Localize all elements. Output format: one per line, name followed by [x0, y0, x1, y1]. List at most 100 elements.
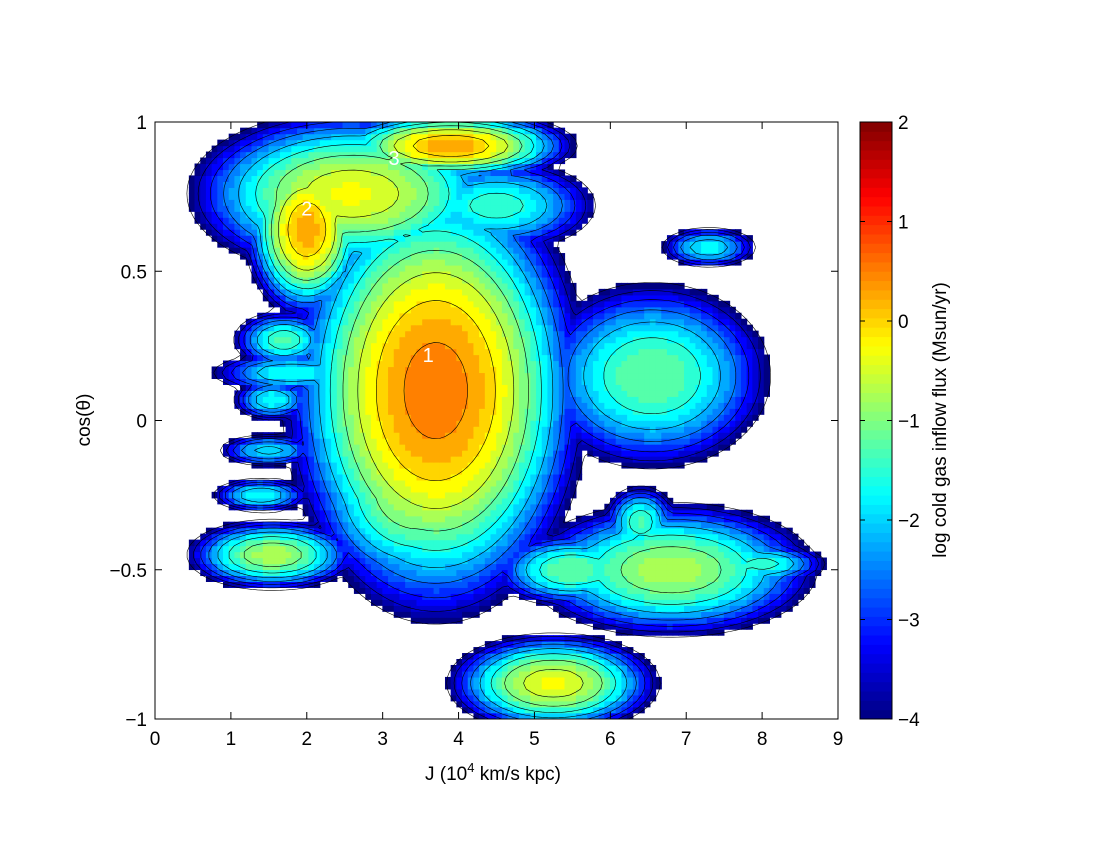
contour-cell — [649, 664, 657, 672]
contour-cell — [433, 461, 440, 469]
contour-cell — [228, 581, 235, 588]
contour-cell — [524, 575, 531, 582]
contour-cell — [621, 700, 628, 708]
contour-cell — [348, 372, 355, 380]
contour-cell — [814, 551, 822, 559]
contour-cell — [758, 342, 765, 350]
contour-cell — [422, 348, 429, 356]
contour-cell — [632, 354, 640, 362]
contour-cell — [427, 456, 435, 463]
contour-cell — [712, 438, 719, 445]
contour-cell — [666, 617, 674, 624]
contour-cell — [268, 503, 275, 511]
contour-cell — [444, 336, 452, 344]
contour-cell — [718, 533, 725, 541]
contour-cell — [558, 569, 566, 577]
contour-cell — [370, 384, 378, 391]
contour-cell — [296, 402, 304, 409]
contour-cell — [604, 318, 611, 326]
contour-cell — [655, 617, 662, 624]
contour-cell — [507, 659, 514, 666]
contour-cell — [632, 456, 640, 463]
contour-cell — [575, 641, 583, 648]
contour-cell — [536, 318, 543, 326]
contour-cell — [296, 342, 304, 350]
contour-cell — [649, 366, 657, 374]
contour-cell — [279, 545, 287, 553]
contour-cell — [479, 342, 486, 350]
contour-cell — [729, 348, 736, 356]
contour-cell — [291, 467, 298, 475]
contour-cell — [388, 456, 395, 463]
contour-cell — [462, 438, 469, 445]
contour-cell — [496, 420, 503, 427]
contour-cell — [382, 503, 389, 511]
contour-cell — [695, 456, 702, 463]
contour-cell — [706, 515, 714, 523]
contour-cell — [524, 664, 531, 672]
contour-cell — [644, 515, 651, 523]
contour-cell — [336, 426, 344, 433]
contour-cell — [684, 527, 691, 535]
contour-cell — [342, 521, 349, 529]
contour-cell — [331, 402, 338, 409]
contour-cell — [513, 366, 520, 374]
contour-cell — [513, 688, 520, 696]
contour-cell — [627, 659, 634, 666]
contour-cell — [370, 599, 378, 606]
contour-cell — [365, 557, 372, 565]
contour-cell — [388, 318, 395, 326]
contour-cell — [268, 360, 275, 368]
contour-cell — [701, 557, 708, 565]
contour-cell — [501, 557, 509, 565]
contour-cell — [251, 330, 258, 338]
contour-cell — [689, 312, 697, 320]
contour-cell — [501, 545, 509, 553]
contour-cell — [245, 336, 253, 344]
contour-cell — [348, 432, 355, 439]
contour-cell — [655, 587, 662, 594]
contour-cell — [530, 324, 537, 332]
contour-cell — [308, 372, 315, 380]
contour-cell — [518, 312, 526, 320]
contour-cell — [444, 587, 452, 594]
contour-cell — [507, 473, 514, 481]
contour-cell — [701, 396, 708, 403]
contour-cell — [553, 515, 560, 523]
contour-cell — [433, 450, 440, 457]
contour-cell — [376, 569, 383, 577]
contour-cell — [678, 360, 685, 368]
contour-cell — [302, 551, 309, 559]
contour-cell — [484, 497, 492, 505]
contour-cell — [678, 593, 685, 600]
contour-cell — [444, 420, 452, 427]
contour-cell — [718, 336, 725, 344]
contour-cell — [257, 318, 264, 326]
contour-cell — [382, 593, 389, 600]
contour-cell — [558, 694, 566, 702]
contour-cell — [661, 551, 668, 559]
contour-cell — [473, 676, 480, 684]
contour-cell — [610, 593, 617, 600]
contour-cell — [672, 432, 679, 439]
contour-cell — [695, 348, 702, 356]
contour-cell — [536, 485, 543, 493]
contour-cell — [234, 372, 241, 380]
contour-cell — [627, 360, 634, 368]
contour-cell — [632, 330, 640, 338]
contour-cell — [496, 461, 503, 469]
contour-cell — [564, 420, 571, 427]
contour-cell — [786, 563, 793, 571]
contour-cell — [433, 551, 440, 559]
contour-cell — [746, 378, 753, 385]
contour-cell — [433, 497, 440, 505]
contour-cell — [701, 581, 708, 588]
contour-cell — [558, 461, 566, 469]
contour-cell — [274, 491, 281, 499]
contour-cell — [370, 485, 378, 493]
contour-cell — [507, 563, 514, 571]
contour-cell — [610, 342, 617, 350]
contour-cell — [507, 694, 514, 702]
contour-cell — [484, 414, 492, 421]
contour-cell — [718, 330, 725, 338]
